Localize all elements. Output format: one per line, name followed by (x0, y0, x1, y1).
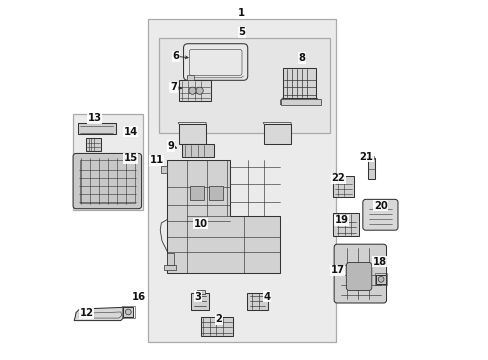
FancyBboxPatch shape (264, 125, 290, 144)
Text: 7: 7 (170, 82, 177, 93)
Polygon shape (280, 98, 283, 105)
FancyBboxPatch shape (376, 275, 385, 284)
Polygon shape (74, 307, 125, 320)
Text: 19: 19 (334, 215, 347, 225)
FancyBboxPatch shape (333, 176, 353, 197)
Text: 20: 20 (373, 201, 387, 211)
FancyBboxPatch shape (123, 307, 133, 317)
Text: 3: 3 (194, 292, 201, 302)
FancyBboxPatch shape (368, 156, 373, 159)
Text: 1: 1 (238, 8, 244, 18)
FancyBboxPatch shape (346, 262, 371, 291)
FancyBboxPatch shape (367, 158, 374, 179)
Polygon shape (316, 98, 319, 105)
Text: 13: 13 (87, 113, 102, 123)
FancyBboxPatch shape (73, 153, 142, 209)
FancyBboxPatch shape (179, 80, 210, 101)
FancyBboxPatch shape (197, 291, 204, 294)
FancyBboxPatch shape (163, 265, 176, 270)
FancyBboxPatch shape (167, 253, 174, 265)
Text: 11: 11 (149, 155, 163, 165)
Circle shape (125, 309, 131, 315)
Circle shape (188, 87, 196, 94)
Text: 21: 21 (359, 152, 373, 162)
FancyBboxPatch shape (179, 125, 206, 144)
Text: 14: 14 (123, 127, 137, 136)
FancyBboxPatch shape (147, 19, 335, 342)
Text: 9: 9 (167, 141, 174, 151)
FancyBboxPatch shape (183, 44, 247, 80)
Text: 16: 16 (131, 292, 145, 302)
FancyBboxPatch shape (78, 123, 116, 134)
FancyBboxPatch shape (208, 186, 223, 200)
Text: 4: 4 (263, 292, 270, 302)
FancyBboxPatch shape (333, 244, 386, 303)
Text: 12: 12 (80, 309, 94, 318)
FancyBboxPatch shape (283, 68, 316, 98)
Text: 22: 22 (331, 173, 345, 183)
Text: 2: 2 (215, 314, 222, 324)
Text: 18: 18 (372, 257, 386, 267)
FancyBboxPatch shape (191, 293, 208, 310)
FancyBboxPatch shape (201, 318, 233, 336)
Text: 10: 10 (193, 219, 207, 229)
FancyBboxPatch shape (190, 186, 204, 200)
Circle shape (378, 276, 383, 282)
FancyBboxPatch shape (182, 144, 214, 157)
Text: 5: 5 (238, 27, 244, 37)
Text: 6: 6 (173, 51, 180, 61)
Polygon shape (161, 166, 167, 173)
FancyBboxPatch shape (333, 213, 359, 235)
FancyBboxPatch shape (362, 199, 397, 230)
FancyBboxPatch shape (159, 39, 329, 134)
FancyBboxPatch shape (187, 75, 194, 80)
Polygon shape (167, 160, 280, 273)
FancyBboxPatch shape (281, 99, 320, 105)
Text: 17: 17 (330, 265, 344, 275)
FancyBboxPatch shape (86, 138, 101, 151)
FancyBboxPatch shape (247, 293, 267, 310)
Text: 15: 15 (123, 153, 137, 163)
Text: 8: 8 (298, 53, 305, 63)
FancyBboxPatch shape (73, 114, 143, 211)
Circle shape (196, 87, 203, 94)
